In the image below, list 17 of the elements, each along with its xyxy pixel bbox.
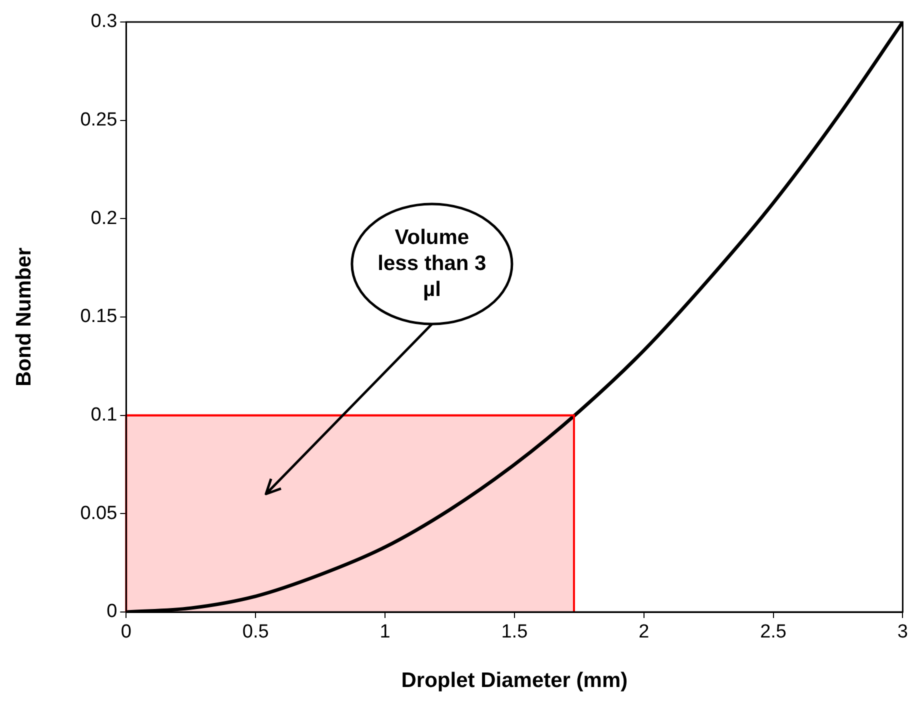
y-axis-title: Bond Number [12, 248, 36, 386]
y-tick-label: 0.2 [90, 208, 118, 229]
y-tick-label: 0.05 [80, 502, 118, 524]
x-tick-label: 1.5 [501, 622, 528, 643]
y-tick-label: 0.15 [80, 306, 118, 328]
x-axis-title: Droplet Diameter (mm) [401, 669, 628, 692]
x-tick-label: 2.5 [760, 622, 787, 643]
x-tick-label: 3 [897, 622, 908, 643]
x-tick-label: 1 [380, 622, 390, 643]
y-tick-label: 0.25 [80, 110, 118, 131]
x-tick-label: 0 [120, 622, 132, 643]
annotation: Volume less than 3 µl [376, 224, 487, 303]
y-tick-label: 0 [106, 601, 118, 622]
y-tick-label: 0.3 [90, 11, 118, 32]
x-tick-label: 2 [638, 622, 650, 643]
x-tick-label: 0.5 [242, 622, 269, 643]
y-tick-label: 0.1 [90, 404, 118, 426]
